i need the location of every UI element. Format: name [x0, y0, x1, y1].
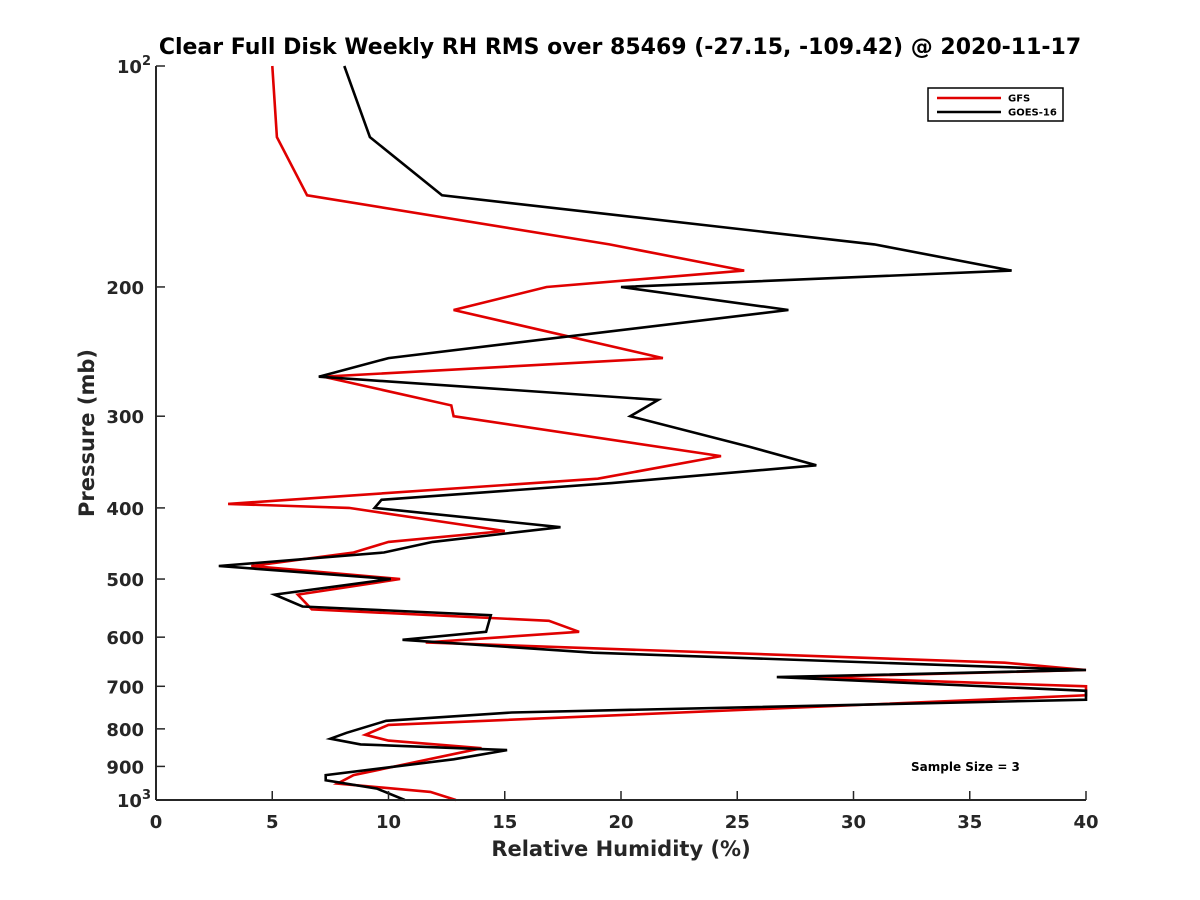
y-tick-exponent: 2 — [142, 54, 151, 69]
chart-title: Clear Full Disk Weekly RH RMS over 85469… — [159, 35, 1081, 60]
y-tick-label: 700 — [106, 677, 144, 698]
x-tick-label: 25 — [725, 812, 750, 833]
series-line-goes-16 — [218, 65, 1088, 802]
series-line-gfs — [228, 65, 1088, 802]
sample-size-annotation: Sample Size = 3 — [911, 760, 1020, 774]
x-tick-label: 35 — [957, 812, 982, 833]
x-tick-label: 0 — [150, 812, 163, 833]
x-tick-label: 10 — [376, 812, 401, 833]
y-tick-label: 600 — [106, 628, 144, 649]
x-axis-ticks: 0 5 10 15 20 25 30 35 40 — [150, 791, 1099, 833]
y-tick-label: 300 — [106, 407, 144, 428]
y-tick-exponent: 3 — [142, 788, 151, 803]
y-tick-label: 102 — [117, 54, 151, 78]
plot-area — [156, 66, 1086, 800]
legend-box — [927, 87, 1064, 122]
legend-label: GOES-16 — [1008, 108, 1057, 119]
x-axis-label: Relative Humidity (%) — [491, 837, 750, 861]
legend: GFS GOES-16 — [927, 87, 1064, 122]
y-tick-label: 900 — [106, 757, 144, 778]
y-tick-label: 800 — [106, 720, 144, 741]
y-axis-ticks: 102 200 300 400 500 600 700 800 900 103 — [106, 54, 165, 812]
x-tick-label: 30 — [841, 812, 866, 833]
legend-label: GFS — [1008, 94, 1030, 105]
x-tick-label: 40 — [1073, 812, 1098, 833]
x-tick-label: 15 — [492, 812, 517, 833]
y-tick-label: 200 — [106, 278, 144, 299]
y-axis-label: Pressure (mb) — [75, 349, 99, 517]
y-tick-label: 400 — [106, 499, 144, 520]
x-tick-label: 5 — [266, 812, 279, 833]
y-tick-label: 500 — [106, 570, 144, 591]
series-layer — [218, 65, 1088, 802]
x-tick-label: 20 — [608, 812, 633, 833]
y-tick-label: 103 — [117, 788, 151, 812]
